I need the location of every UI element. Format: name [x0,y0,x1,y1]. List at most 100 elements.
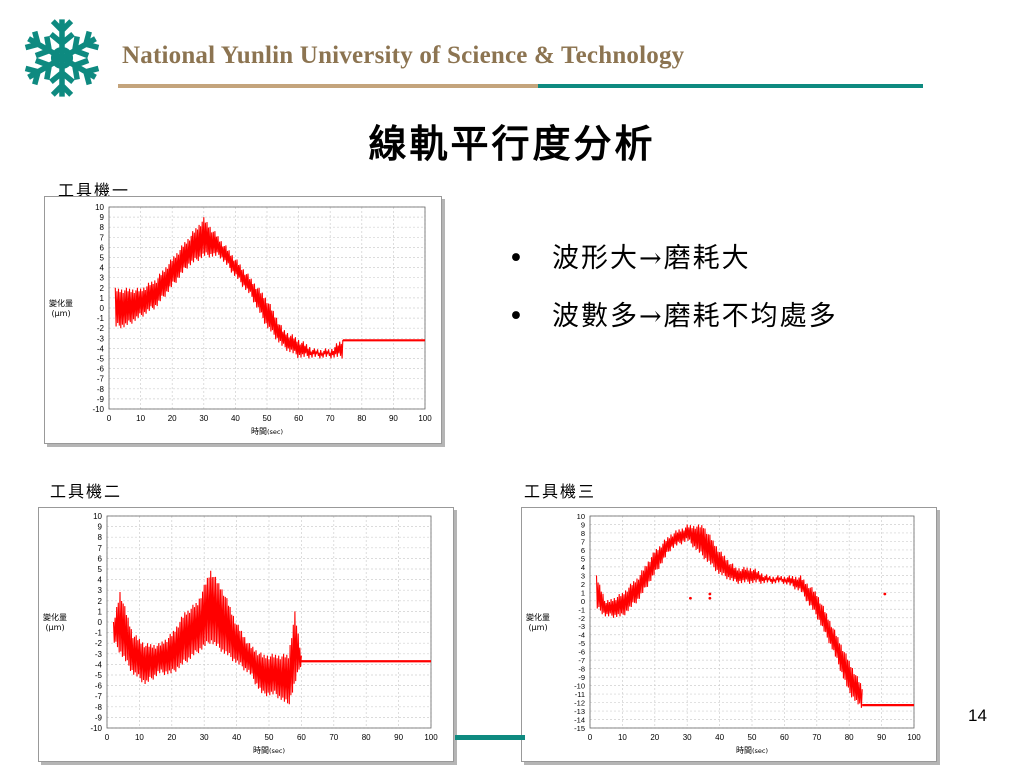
y-tick-label: 5 [98,565,103,574]
x-tick-label: 60 [294,414,303,423]
y-tick-label: -2 [578,614,585,623]
y-axis-label: 變化量 [43,612,67,622]
x-tick-label: 60 [297,733,306,742]
x-tick-label: 70 [329,733,338,742]
y-tick-label: -5 [97,355,105,364]
x-tick-label: 80 [845,733,854,742]
y-tick-label: 9 [98,523,103,532]
y-tick-label: -11 [575,690,585,699]
x-tick-label: 0 [588,733,593,742]
x-tick-label: 40 [231,414,240,423]
y-tick-label: 1 [98,607,103,616]
y-tick-label: 4 [581,563,585,572]
x-tick-label: 50 [265,733,274,742]
x-tick-label: 30 [200,733,209,742]
x-tick-label: 100 [418,414,432,423]
y-tick-label: 2 [581,580,585,589]
y-tick-label: -3 [97,334,105,343]
footer-rule [455,735,525,740]
y-tick-label: 6 [98,554,103,563]
y-tick-label: 3 [98,586,103,595]
y-axis-unit: (μm) [528,623,547,632]
chart-svg-machine3: 109876543210-1-2-3-4-5-6-7-8-9-10-11-12-… [526,512,921,755]
x-tick-label: 70 [812,733,821,742]
chart-machine1: 10 9 8 7 6 5 4 3 2 1 0 -1 -2 -3 -4 -5 -6 -7 -8 -9 -10 0 10 20 30… [44,196,442,444]
y-tick-label: 0 [100,304,105,313]
x-tick-label: 80 [357,414,366,423]
bullet-item: • 波數多→磨耗不均處多 [508,294,838,352]
y-tick-label: -8 [95,703,103,712]
y-tick-label: -2 [97,324,105,333]
y-tick-label: -9 [97,395,105,404]
y-tick-label: -14 [574,716,585,725]
y-axis-unit: (μm) [51,309,70,318]
university-name: National Yunlin University of Science & … [122,42,685,69]
outlier-point [883,592,887,596]
y-tick-label: -5 [578,639,585,648]
x-tick-label: 50 [748,733,757,742]
y-tick-label: -5 [95,671,103,680]
university-logo-icon [16,19,108,106]
x-tick-label: 10 [618,733,627,742]
y-tick-label: -6 [95,682,103,691]
y-tick-label: -4 [578,631,585,640]
y-tick-label: -2 [95,639,103,648]
y-tick-label: -10 [92,405,104,414]
y-tick-label: -1 [578,605,585,614]
y-tick-label: -4 [97,344,105,353]
signal-wave [112,570,302,705]
signal-wave [595,524,863,708]
y-tick-label: 0 [98,618,103,627]
y-axis-label: 變化量 [526,612,550,622]
x-axis-label: 時間(sec) [736,746,768,755]
x-tick-label: 10 [135,733,144,742]
y-tick-label: 2 [98,597,103,606]
bullet-text: 波形大→磨耗大 [552,243,751,274]
x-tick-label: 0 [105,733,110,742]
header-rule-teal [538,84,923,88]
x-tick-label: 90 [389,414,398,423]
y-tick-label: -15 [574,724,585,733]
y-tick-label: 8 [100,223,105,232]
y-tick-label: -1 [97,314,105,323]
y-axis-label: 變化量 [49,298,73,308]
x-axis-label: 時間(sec) [253,746,285,755]
plot-area [589,515,915,729]
y-tick-label: -12 [574,699,585,708]
y-tick-label: -7 [97,375,105,384]
x-tick-label: 70 [326,414,335,423]
outlier-point [689,596,692,600]
y-tick-label: -10 [90,724,102,733]
x-tick-label: 40 [715,733,724,742]
y-tick-label: 7 [98,544,103,553]
y-tick-label: 6 [100,243,105,252]
y-tick-label: -3 [578,622,585,631]
x-tick-label: 0 [107,414,112,423]
y-tick-label: -9 [95,713,103,722]
y-tick-label: -9 [578,673,585,682]
y-tick-label: 9 [581,520,585,529]
bullet-marker: • [508,243,526,274]
y-tick-label: -8 [578,665,585,674]
y-tick-label: 0 [581,597,585,606]
y-tick-label: 5 [100,254,105,263]
y-tick-label: -7 [95,692,103,701]
y-tick-label: 4 [100,264,105,273]
x-tick-label: 20 [167,733,176,742]
x-tick-label: 10 [136,414,145,423]
y-tick-label: -13 [574,707,585,716]
outlier-point [708,596,712,600]
chart-label-machine2: 工具機二 [50,482,123,501]
x-tick-label: 20 [168,414,177,423]
y-tick-label: 6 [581,546,585,555]
chart-label-machine3: 工具機三 [524,482,597,501]
x-tick-label: 90 [877,733,886,742]
signal-wave [114,217,344,359]
x-tick-label: 100 [907,733,921,742]
y-tick-label: 1 [100,294,105,303]
x-tick-label: 90 [394,733,403,742]
y-tick-label: 8 [98,533,103,542]
chart-machine2: 10 9 8 7 6 5 4 3 2 1 0 -1 -2 -3 -4 -5 -6 -7 -8 -9 -10 0 10 20 30… [38,507,454,762]
